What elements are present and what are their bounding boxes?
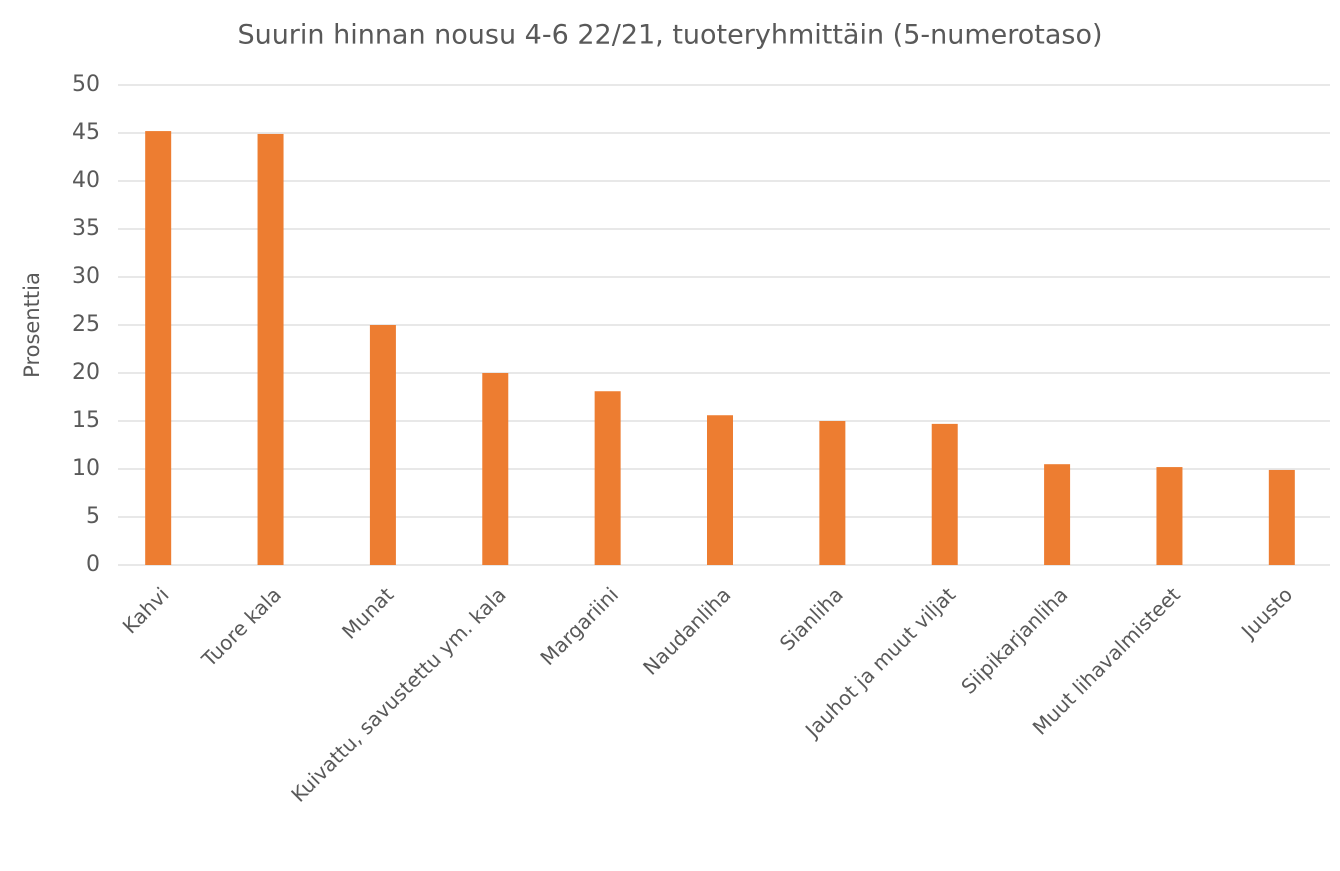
bar	[257, 133, 284, 565]
y-tick-label: 25	[72, 312, 100, 337]
y-tick-label: 10	[72, 456, 100, 481]
y-tick-label: 45	[72, 120, 100, 145]
y-tick-label: 35	[72, 216, 100, 241]
y-tick-label: 5	[86, 504, 100, 529]
y-tick-label: 40	[72, 168, 100, 193]
x-tick-label: Tuore kala	[196, 582, 286, 672]
y-axis-label: Prosenttia	[20, 272, 44, 378]
bar	[819, 421, 846, 565]
x-tick-label: Juusto	[1235, 582, 1297, 644]
x-tick-label: Kahvi	[118, 582, 174, 638]
bar	[594, 391, 621, 565]
bar	[1156, 467, 1183, 565]
x-tick-label: Margariini	[535, 582, 623, 670]
x-tick-label: Siipikarjanliha	[956, 582, 1072, 698]
y-tick-label: 15	[72, 408, 100, 433]
y-tick-label: 20	[72, 360, 100, 385]
bar	[369, 325, 396, 565]
y-tick-label: 0	[86, 552, 100, 577]
x-tick-label: Naudanliha	[638, 582, 735, 679]
bar	[931, 423, 958, 565]
bar	[707, 415, 733, 565]
bar	[145, 131, 172, 565]
x-tick-label: Munat	[337, 582, 398, 643]
bar	[1044, 464, 1071, 565]
x-tick-label: Kuivattu, savustettu ym. kala	[286, 582, 510, 806]
bar	[482, 373, 509, 565]
bar	[1268, 469, 1295, 565]
chart-title: Suurin hinnan nousu 4-6 22/21, tuoteryhm…	[237, 20, 1102, 51]
y-tick-label: 30	[72, 264, 100, 289]
y-tick-label: 50	[72, 72, 100, 97]
x-tick-label: Sianliha	[775, 582, 848, 655]
